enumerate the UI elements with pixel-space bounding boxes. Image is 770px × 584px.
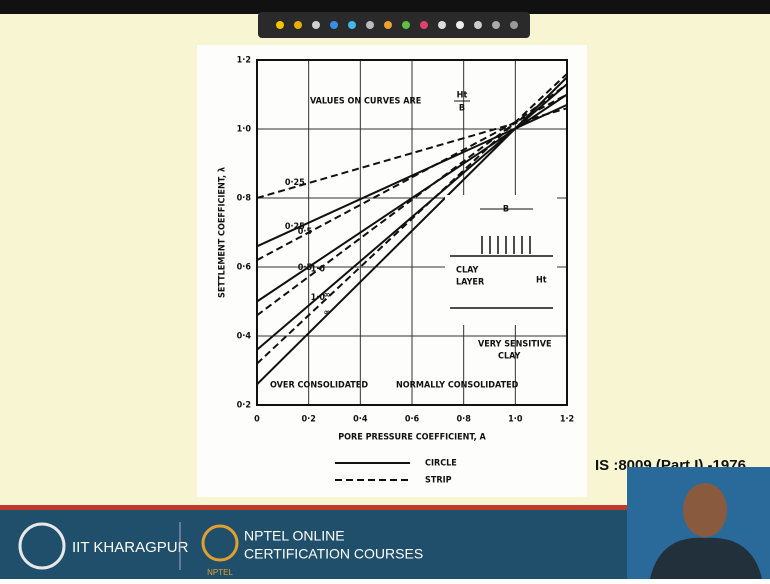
legend-label: CIRCLE: [425, 459, 457, 469]
presenter-head: [683, 483, 727, 537]
inset-box: [445, 195, 557, 325]
inset-label: CLAY: [456, 266, 479, 276]
logo-text: NPTEL: [207, 568, 233, 577]
note-denominator: B: [459, 104, 465, 114]
course-line: NPTEL ONLINE: [244, 528, 345, 544]
curve-label: ∞: [324, 308, 331, 318]
page: {"chart_data": {"type": "line", "note_te…: [0, 0, 770, 579]
curve-label: 0·5: [298, 227, 313, 237]
course-line: CERTIFICATION COURSES: [244, 546, 423, 562]
top-bar: [0, 0, 770, 14]
x-tick-label: 0·8: [456, 415, 471, 425]
y-tick-label: 1·0: [237, 125, 252, 135]
x-tick-label: 0·4: [353, 415, 368, 425]
x-tick-label: 0·6: [405, 415, 420, 425]
y-tick-label: 0·8: [237, 194, 252, 204]
curve-label: 0·25: [285, 178, 305, 188]
x-tick-label: 0: [254, 415, 260, 425]
curve-label: 1·0: [311, 264, 326, 274]
inset-label: Ht: [536, 276, 547, 286]
legend-label: STRIP: [425, 476, 452, 486]
x-tick-label: 0·2: [301, 415, 315, 425]
y-tick-label: 0·6: [237, 263, 252, 273]
note: VALUES ON CURVES ARE: [310, 97, 421, 107]
note-numerator: Ht: [457, 91, 468, 101]
region-label: NORMALLY CONSOLIDATED: [396, 381, 519, 391]
slide: 0·20·40·60·81·01·200·20·40·60·81·01·2POR…: [0, 0, 770, 579]
region-label: VERY SENSITIVE: [478, 340, 552, 350]
curve-label: ∞: [324, 291, 331, 301]
y-tick-label: 1·2: [237, 56, 251, 66]
inset-label: LAYER: [456, 278, 485, 288]
x-tick-label: 1·0: [508, 415, 523, 425]
x-tick-label: 1·2: [560, 415, 574, 425]
y-axis-label: SETTLEMENT COEFFICIENT, λ: [218, 167, 228, 298]
y-tick-label: 0·4: [237, 332, 252, 342]
x-axis-label: PORE PRESSURE COEFFICIENT, A: [338, 433, 486, 443]
y-tick-label: 0·2: [237, 401, 251, 411]
region-label: CLAY: [498, 352, 521, 362]
region-label: OVER CONSOLIDATED: [270, 381, 368, 391]
institute: IIT KHARAGPUR: [72, 539, 189, 556]
inset-label: B: [503, 205, 509, 215]
